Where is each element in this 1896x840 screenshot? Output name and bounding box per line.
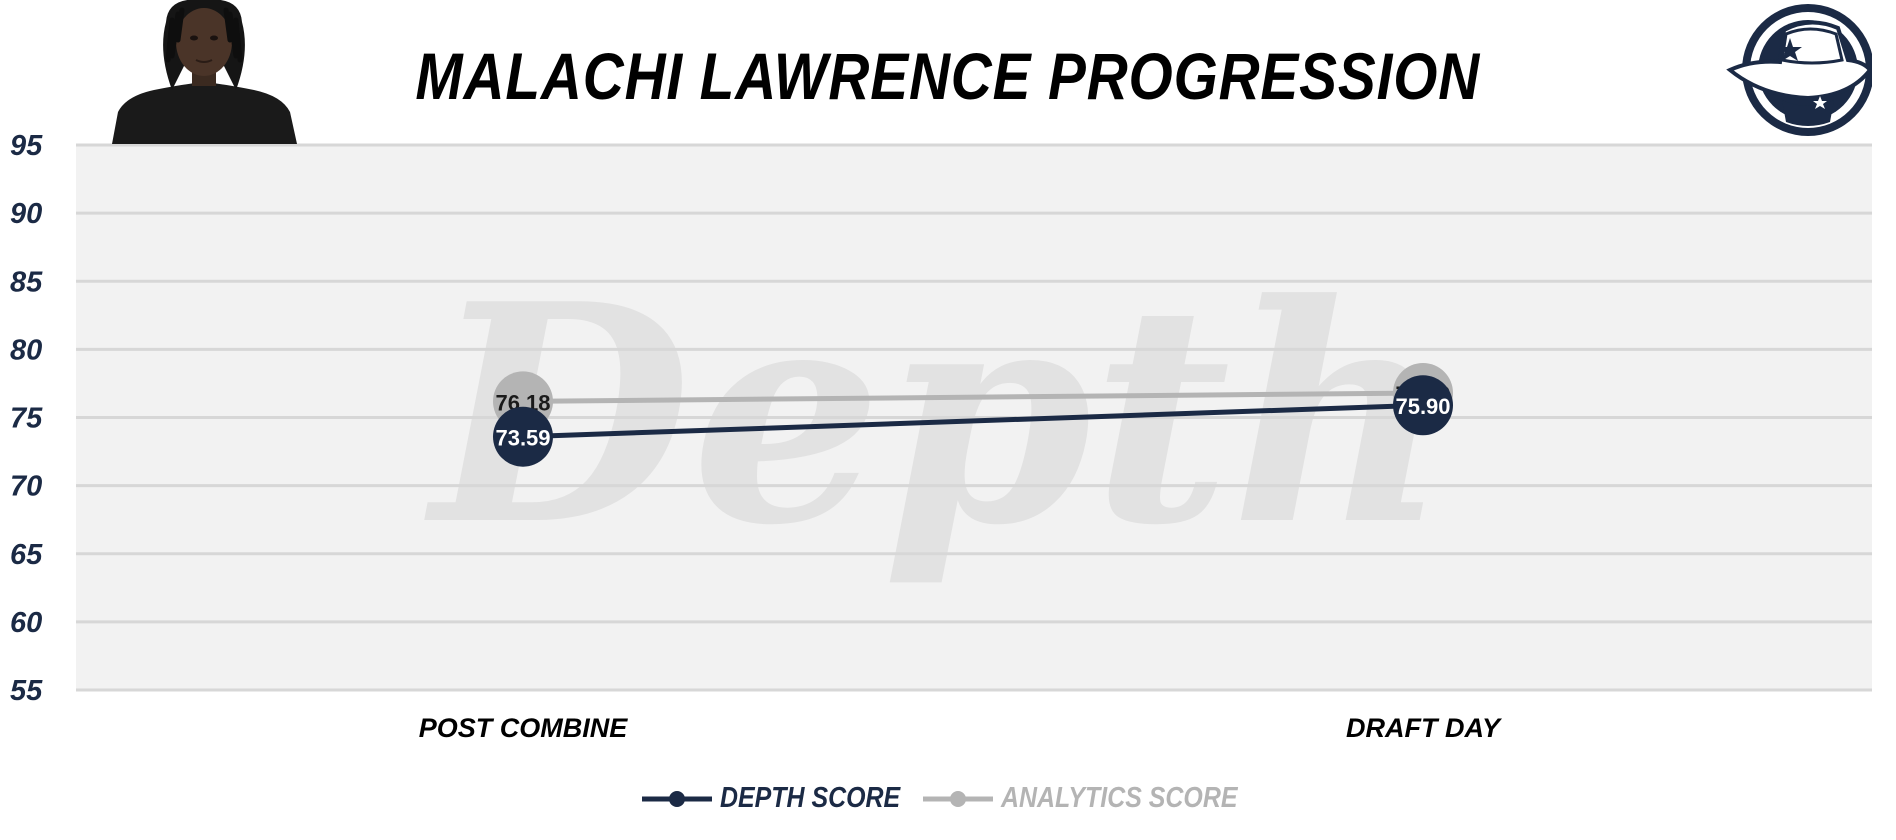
y-tick-label: 95: [10, 130, 43, 162]
watermark-text: Depth: [422, 238, 1449, 591]
cowboy-hat-star-logo: [1726, 4, 1872, 136]
data-label: 75.90: [1395, 394, 1450, 419]
legend-swatch-analytics-score: [923, 790, 994, 807]
legend-swatch-depth-score: [641, 790, 712, 807]
chart-title: MALACHI LAWRENCE PROGRESSION: [415, 39, 1481, 113]
y-tick-label: 65: [10, 539, 43, 571]
x-category-label: POST COMBINE: [419, 713, 629, 743]
data-point[interactable]: [493, 406, 553, 467]
legend-label-analytics-score: ANALYTICS SCORE: [1001, 782, 1238, 814]
y-tick-label: 75: [10, 403, 43, 435]
series-line: [522, 402, 1424, 440]
y-tick-label: 80: [10, 334, 42, 366]
y-tick-label: 90: [10, 198, 42, 230]
y-tick-label: 60: [10, 607, 42, 639]
chart-legend: DEPTH SCORE ANALYTICS SCORE: [0, 782, 1896, 815]
data-label: 73.59: [495, 426, 550, 451]
series-line: [522, 390, 1424, 404]
y-tick-label: 85: [10, 266, 43, 298]
legend-item-analytics-score[interactable]: ANALYTICS SCORE: [921, 782, 1256, 815]
x-category-label: DRAFT DAY: [1346, 713, 1503, 743]
y-tick-label: 70: [10, 471, 42, 503]
series-depth-score: 73.59 75.90: [493, 375, 1453, 467]
player-photo: [112, 0, 297, 144]
legend-label-depth-score: DEPTH SCORE: [719, 782, 900, 814]
depth-watermark: Depth: [422, 238, 1449, 591]
data-point[interactable]: [1393, 375, 1453, 436]
legend-item-depth-score[interactable]: DEPTH SCORE: [640, 782, 909, 815]
y-tick-label: 55: [10, 675, 43, 707]
